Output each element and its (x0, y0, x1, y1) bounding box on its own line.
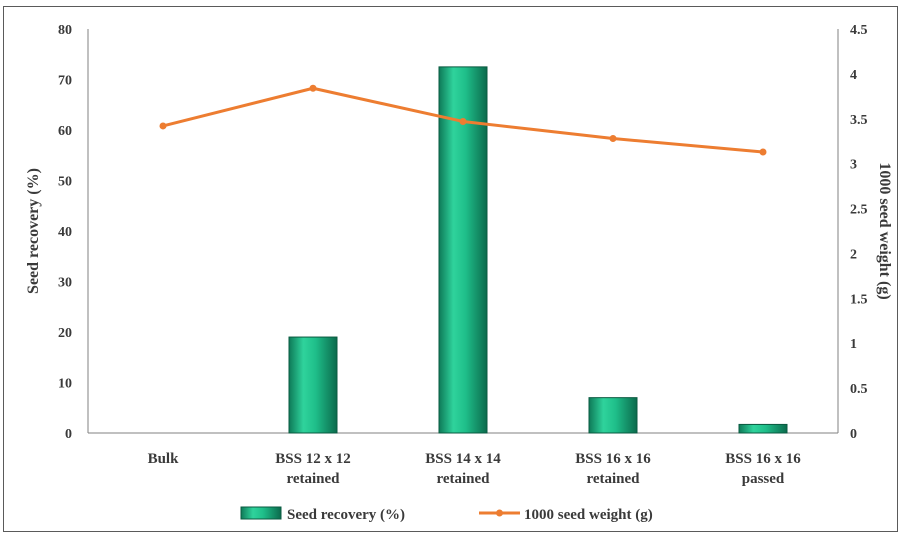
left-tick-label: 30 (58, 276, 72, 291)
right-tick-label: 2.5 (850, 203, 868, 218)
line-point (159, 122, 167, 130)
bar (288, 336, 338, 434)
bar (588, 397, 638, 434)
legend: Seed recovery (%) 1000 seed weight (g) (240, 506, 653, 523)
bar (738, 423, 788, 434)
line-point (309, 84, 317, 92)
left-tick-label: 20 (58, 326, 72, 341)
right-tick-label: 1 (850, 337, 857, 352)
category-label: BSS 16 x 16 retained (575, 451, 651, 487)
category-label: BSS 12 x 12 retained (275, 451, 350, 487)
right-tick-label: 4 (850, 68, 857, 83)
left-tick-label: 60 (58, 124, 72, 139)
axis-labels: Bulk BSS 12 x 12 retained BSS 14 x 14 retain… (25, 162, 893, 487)
right-tick-label: 1.5 (850, 292, 868, 307)
axes: 0 10 20 30 40 50 60 70 80 0 0.5 1 1.5 2 2.5 3 3.5 4 4.5 (58, 23, 868, 442)
legend-line-label: 1000 seed weight (g) (524, 507, 653, 523)
category-label: BSS 16 x 16 passed (725, 451, 801, 487)
legend-bar-swatch (240, 506, 282, 520)
line-series (159, 84, 767, 156)
right-tick-label: 4.5 (850, 23, 868, 38)
bar-series (288, 66, 788, 434)
left-tick-label: 50 (58, 175, 72, 190)
left-tick-label: 70 (58, 74, 72, 89)
left-tick-label: 10 (58, 377, 72, 392)
legend-line-marker (496, 509, 503, 517)
right-tick-label: 3.5 (850, 113, 868, 128)
category-label: BSS 14 x 14 retained (425, 451, 501, 487)
line-point (759, 148, 767, 156)
legend-bar-label: Seed recovery (%) (287, 507, 405, 523)
left-tick-label: 40 (58, 225, 72, 240)
category-label: Bulk (148, 451, 180, 467)
bar (438, 66, 488, 434)
left-tick-label: 0 (65, 427, 72, 442)
left-tick-label: 80 (58, 23, 72, 38)
line-point (459, 117, 467, 125)
right-tick-label: 0 (850, 427, 857, 442)
left-axis-title: Seed recovery (%) (25, 168, 42, 294)
right-axis-title: 1000 seed weight (g) (876, 162, 893, 299)
right-tick-label: 0.5 (850, 382, 868, 397)
right-tick-label: 3 (850, 158, 857, 173)
right-tick-label: 2 (850, 247, 857, 262)
line-point (609, 135, 617, 143)
